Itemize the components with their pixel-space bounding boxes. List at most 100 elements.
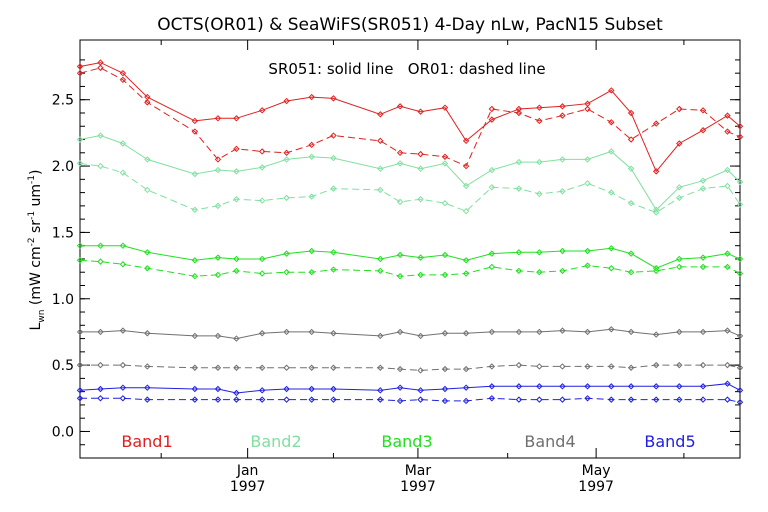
- data-point: [559, 396, 566, 403]
- series-line: [80, 328, 741, 340]
- data-point: [559, 267, 566, 275]
- data-point: [283, 149, 290, 157]
- data-point: [417, 165, 424, 172]
- data-point: [191, 332, 199, 340]
- data-point: [330, 396, 337, 403]
- data-point: [258, 396, 266, 403]
- data-point: [417, 254, 424, 261]
- data-point: [144, 384, 151, 391]
- data-point: [608, 265, 615, 272]
- data-point: [536, 269, 543, 276]
- data-point: [233, 389, 240, 397]
- data-point: [191, 117, 199, 125]
- series-line: [79, 259, 741, 277]
- data-point: [417, 271, 424, 279]
- data-point: [396, 160, 404, 167]
- data-point: [377, 396, 384, 403]
- data-point: [488, 383, 496, 390]
- data-point: [608, 189, 615, 196]
- data-point: [417, 396, 424, 403]
- series-band5-solid: [76, 380, 744, 397]
- data-point: [584, 180, 591, 187]
- y-label-sub: wn: [37, 310, 47, 323]
- data-point: [191, 364, 199, 371]
- y-tick-label: 2.5: [52, 93, 74, 109]
- data-point: [441, 200, 449, 207]
- data-point: [736, 399, 744, 406]
- data-point: [462, 137, 470, 145]
- data-point: [441, 330, 449, 337]
- data-point: [308, 141, 315, 149]
- data-point: [488, 395, 496, 402]
- series-band1-solid: [76, 59, 744, 175]
- data-point: [462, 384, 470, 391]
- data-point: [283, 385, 290, 393]
- data-point: [97, 242, 104, 249]
- data-point: [699, 361, 707, 369]
- data-point: [191, 128, 199, 135]
- data-point: [97, 385, 104, 393]
- data-point: [724, 327, 731, 334]
- data-point: [396, 251, 404, 259]
- data-point: [608, 119, 615, 126]
- legend-band2: Band2: [250, 432, 301, 451]
- data-point: [584, 105, 591, 113]
- data-point: [536, 363, 543, 370]
- data-point: [144, 156, 151, 163]
- data-point: [559, 112, 566, 119]
- data-point: [233, 255, 240, 263]
- data-point: [144, 186, 151, 194]
- data-point: [736, 332, 744, 340]
- data-point: [233, 145, 240, 153]
- data-point: [330, 154, 337, 162]
- data-point: [144, 93, 151, 101]
- data-point: [283, 194, 290, 202]
- data-point: [627, 200, 635, 207]
- data-point: [119, 384, 127, 391]
- data-point: [652, 396, 660, 403]
- data-point: [119, 361, 127, 369]
- data-point: [330, 132, 337, 139]
- data-point: [283, 269, 290, 276]
- data-point: [652, 361, 660, 369]
- data-point: [214, 115, 222, 122]
- data-point: [536, 249, 543, 256]
- data-point: [97, 162, 104, 170]
- data-point: [76, 242, 84, 249]
- data-point: [608, 383, 615, 390]
- data-point: [144, 363, 151, 370]
- data-point: [462, 207, 470, 215]
- data-point: [584, 328, 591, 336]
- data-point: [627, 165, 635, 172]
- series-line: [79, 134, 741, 211]
- data-point: [308, 93, 315, 101]
- data-point: [736, 178, 744, 186]
- series-band2-dashed: [76, 160, 744, 216]
- data-point: [417, 367, 424, 374]
- data-point: [97, 64, 104, 72]
- data-point: [441, 385, 449, 393]
- data-point: [308, 385, 315, 393]
- data-point: [283, 97, 290, 105]
- data-point: [699, 107, 707, 114]
- data-point: [699, 263, 707, 271]
- series-line: [79, 162, 741, 214]
- data-point: [515, 361, 523, 369]
- series-line: [80, 245, 741, 269]
- legend-band4: Band4: [524, 432, 575, 451]
- data-point: [283, 396, 290, 403]
- y-tick-label: 1.5: [52, 225, 74, 241]
- data-point: [736, 201, 744, 208]
- legend-band1: Band1: [121, 432, 172, 451]
- data-point: [515, 158, 523, 166]
- data-point: [119, 242, 127, 249]
- data-point: [396, 272, 404, 280]
- data-point: [462, 330, 470, 337]
- data-point: [76, 63, 84, 70]
- data-point: [441, 160, 449, 167]
- data-point: [652, 331, 660, 338]
- data-point: [308, 247, 315, 255]
- series-layer: [76, 59, 744, 406]
- data-point: [627, 250, 635, 257]
